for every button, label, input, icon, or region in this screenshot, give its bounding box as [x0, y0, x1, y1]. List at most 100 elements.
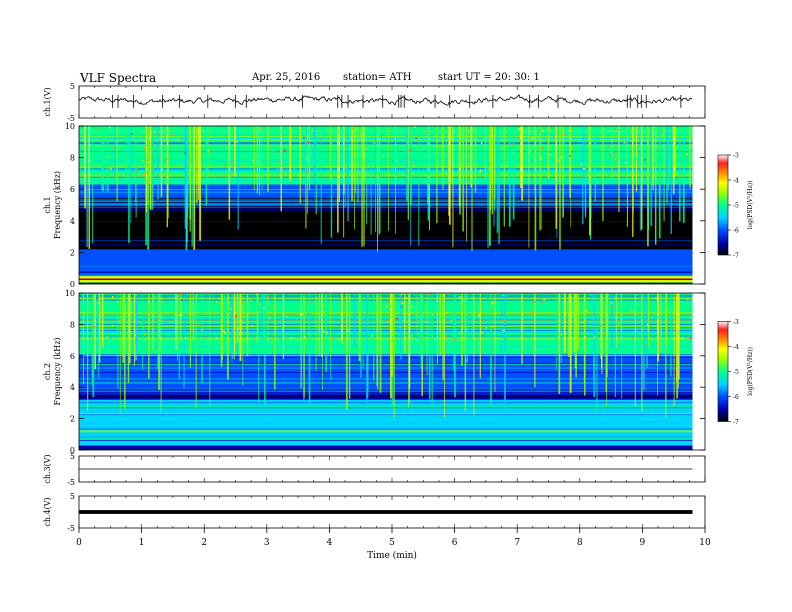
psd-speck: [451, 151, 453, 153]
psd-speck: [316, 130, 319, 133]
psd-speck: [180, 299, 183, 301]
psd-speck: [648, 311, 650, 314]
psd-spike: [124, 293, 126, 409]
panel-channel-label: ch.1: [43, 196, 52, 213]
psd-speck: [165, 160, 167, 162]
psd-band: [79, 126, 693, 185]
psd-spike: [582, 126, 584, 225]
psd-speck: [503, 329, 505, 332]
psd-speck: [93, 326, 96, 328]
waveform-trace: [78, 94, 693, 106]
waveform-ch1-waveform: [78, 85, 706, 119]
psd-spike: [97, 293, 99, 378]
psd-speck: [401, 302, 404, 304]
psd-spike: [303, 293, 305, 398]
psd-spike: [88, 126, 90, 249]
psd-speck: [632, 337, 635, 339]
psd-speck: [318, 161, 320, 163]
psd-speck: [166, 157, 169, 160]
psd-speck: [613, 128, 615, 131]
psd-speck: [188, 169, 191, 171]
psd-speck: [549, 172, 551, 175]
psd-speck: [550, 154, 553, 156]
psd-speck: [506, 171, 508, 174]
psd-spike: [337, 126, 339, 233]
psd-spike: [454, 293, 456, 398]
psd-line: [79, 227, 693, 229]
psd-line: [79, 337, 693, 339]
psd-line: [79, 267, 693, 269]
psd-line: [79, 314, 693, 316]
psd-spike: [338, 126, 340, 202]
psd-line: [79, 281, 693, 283]
psd-spike: [573, 293, 575, 352]
psd-speck: [618, 155, 620, 158]
psd-line: [79, 430, 693, 432]
psd-speck: [538, 131, 540, 133]
psd-spike: [603, 293, 605, 357]
psd-speck: [303, 313, 306, 316]
y-tick-label: 5: [70, 492, 75, 501]
psd-speck: [504, 319, 506, 321]
psd-speck: [410, 132, 413, 135]
psd-spike: [152, 293, 154, 351]
psd-spike: [496, 126, 499, 233]
psd-speck: [315, 300, 317, 303]
psd-spike: [373, 293, 375, 381]
psd-speck: [401, 306, 403, 308]
psd-speck: [259, 304, 262, 306]
psd-spike: [639, 126, 641, 231]
psd-spike: [282, 293, 285, 360]
psd-speck: [270, 311, 272, 313]
psd-speck: [480, 331, 483, 334]
psd-speck: [405, 319, 408, 321]
psd-speck: [125, 150, 128, 152]
psd-speck: [82, 330, 84, 332]
psd-spike: [500, 293, 503, 355]
colorbar-tick-label: -7: [733, 253, 739, 260]
psd-speck: [595, 138, 597, 141]
psd-spike: [494, 126, 496, 200]
psd-line: [79, 418, 693, 420]
psd-speck: [634, 305, 636, 307]
psd-spike: [419, 293, 421, 349]
psd-speck: [594, 148, 596, 150]
psd-line: [79, 411, 693, 413]
psd-speck: [560, 156, 563, 159]
psd-speck: [425, 131, 428, 133]
psd-speck: [207, 150, 210, 152]
psd-speck: [436, 160, 438, 163]
psd-spike: [83, 293, 84, 385]
psd-spike: [305, 126, 307, 185]
psd-spike: [689, 126, 691, 189]
psd-spike: [262, 293, 264, 352]
psd-speck: [484, 310, 486, 313]
psd-line: [79, 391, 693, 393]
psd-speck: [215, 337, 218, 340]
psd-spike: [504, 293, 506, 410]
psd-speck: [154, 159, 156, 162]
psd-speck: [466, 161, 468, 163]
psd-speck: [283, 159, 286, 161]
psd-line: [79, 413, 693, 414]
psd-spike: [605, 293, 607, 393]
psd-speck: [272, 332, 275, 335]
psd-speck: [585, 132, 588, 134]
psd-spike: [670, 126, 672, 235]
psd-line: [79, 320, 693, 322]
y-tick-label: 10: [65, 289, 75, 298]
psd-speck: [529, 169, 531, 171]
psd-speck: [282, 328, 284, 331]
psd-spike: [329, 126, 332, 181]
psd-line: [79, 237, 693, 239]
psd-speck: [116, 301, 119, 303]
psd-speck: [281, 169, 283, 171]
psd-line: [79, 169, 693, 170]
psd-spike: [177, 293, 178, 361]
psd-spike: [408, 293, 409, 409]
psd-speck: [488, 162, 491, 165]
psd-speck: [486, 305, 489, 307]
psd-speck: [224, 166, 226, 168]
psd-spike: [363, 126, 365, 247]
psd-speck: [453, 340, 456, 342]
